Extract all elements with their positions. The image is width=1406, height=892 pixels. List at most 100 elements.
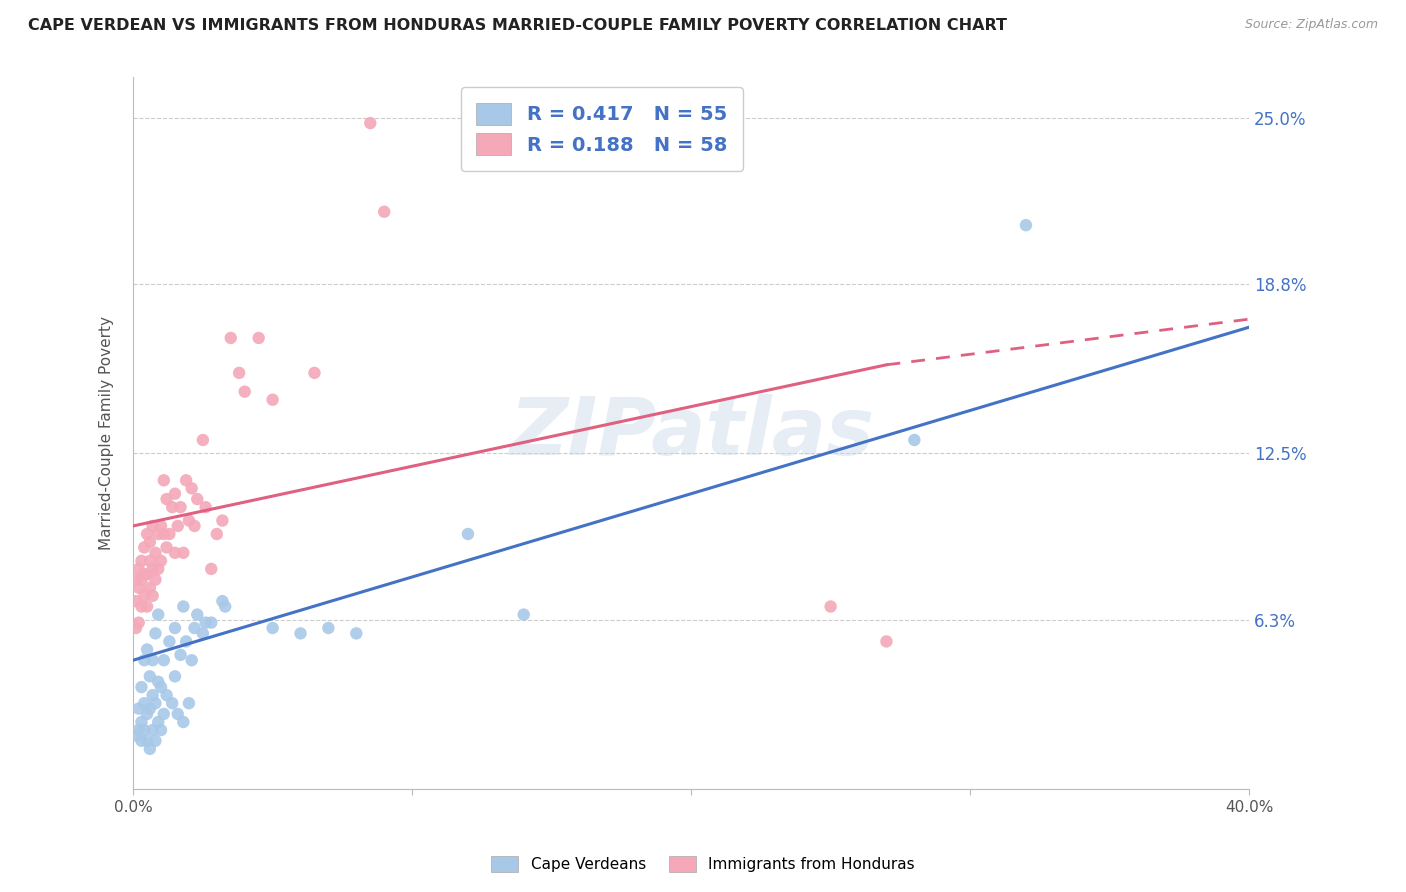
Point [177, 514, 200, 528]
Point [194, 615, 217, 630]
Point [128, 701, 150, 715]
Point [134, 696, 156, 710]
Point [142, 723, 165, 737]
Point [131, 554, 153, 568]
Legend: R = 0.417   N = 55, R = 0.188   N = 58: R = 0.417 N = 55, R = 0.188 N = 58 [461, 87, 742, 171]
Point [219, 331, 242, 345]
Point [457, 527, 479, 541]
Point [211, 514, 233, 528]
Point [344, 626, 367, 640]
Point [142, 519, 165, 533]
Point [131, 680, 153, 694]
Point [153, 706, 176, 721]
Point [142, 589, 165, 603]
Point [166, 706, 188, 721]
Point [125, 621, 148, 635]
Point [214, 599, 236, 614]
Point [150, 680, 173, 694]
Point [148, 562, 170, 576]
Point [153, 653, 176, 667]
Point [150, 554, 173, 568]
Point [194, 500, 217, 515]
Point [136, 567, 159, 582]
Point [163, 621, 186, 635]
Point [155, 492, 177, 507]
Point [174, 473, 197, 487]
Point [247, 331, 270, 345]
Point [153, 527, 176, 541]
Point [131, 599, 153, 614]
Point [183, 621, 205, 635]
Point [180, 653, 202, 667]
Point [359, 116, 381, 130]
Point [163, 669, 186, 683]
Point [155, 541, 177, 555]
Point [148, 714, 170, 729]
Point [142, 653, 165, 667]
Point [304, 366, 326, 380]
Point [290, 626, 312, 640]
Point [145, 696, 167, 710]
Point [136, 642, 159, 657]
Point [131, 733, 153, 747]
Y-axis label: Married-Couple Family Poverty: Married-Couple Family Poverty [100, 317, 114, 550]
Point [160, 500, 183, 515]
Point [134, 567, 156, 582]
Point [166, 519, 188, 533]
Point [145, 573, 167, 587]
Legend: Cape Verdeans, Immigrants from Honduras: Cape Verdeans, Immigrants from Honduras [484, 848, 922, 880]
Point [125, 594, 148, 608]
Point [142, 688, 165, 702]
Point [125, 573, 148, 587]
Point [172, 546, 194, 560]
Point [200, 562, 222, 576]
Point [157, 634, 180, 648]
Point [180, 481, 202, 495]
Point [155, 688, 177, 702]
Text: CAPE VERDEAN VS IMMIGRANTS FROM HONDURAS MARRIED-COUPLE FAMILY POVERTY CORRELATI: CAPE VERDEAN VS IMMIGRANTS FROM HONDURAS… [28, 18, 1007, 33]
Point [191, 433, 214, 447]
Point [136, 706, 159, 721]
Point [163, 546, 186, 560]
Point [318, 621, 340, 635]
Point [200, 615, 222, 630]
Point [150, 723, 173, 737]
Point [177, 696, 200, 710]
Point [875, 634, 897, 648]
Text: ZIPatlas: ZIPatlas [509, 394, 873, 472]
Point [142, 562, 165, 576]
Point [125, 728, 148, 742]
Point [262, 621, 284, 635]
Point [128, 615, 150, 630]
Point [136, 733, 159, 747]
Point [145, 626, 167, 640]
Point [160, 696, 183, 710]
Point [150, 519, 173, 533]
Point [136, 599, 159, 614]
Point [139, 669, 162, 683]
Point [233, 384, 256, 399]
Point [148, 607, 170, 622]
Point [169, 648, 191, 662]
Point [148, 674, 170, 689]
Point [139, 742, 162, 756]
Point [186, 492, 208, 507]
Point [148, 527, 170, 541]
Point [128, 723, 150, 737]
Text: Source: ZipAtlas.com: Source: ZipAtlas.com [1244, 18, 1378, 31]
Point [145, 546, 167, 560]
Point [134, 723, 156, 737]
Point [262, 392, 284, 407]
Point [163, 486, 186, 500]
Point [903, 433, 925, 447]
Point [128, 562, 150, 576]
Point [139, 581, 162, 595]
Point [134, 653, 156, 667]
Point [186, 607, 208, 622]
Point [157, 527, 180, 541]
Point [512, 607, 534, 622]
Point [169, 500, 191, 515]
Point [820, 599, 842, 614]
Point [131, 714, 153, 729]
Point [172, 599, 194, 614]
